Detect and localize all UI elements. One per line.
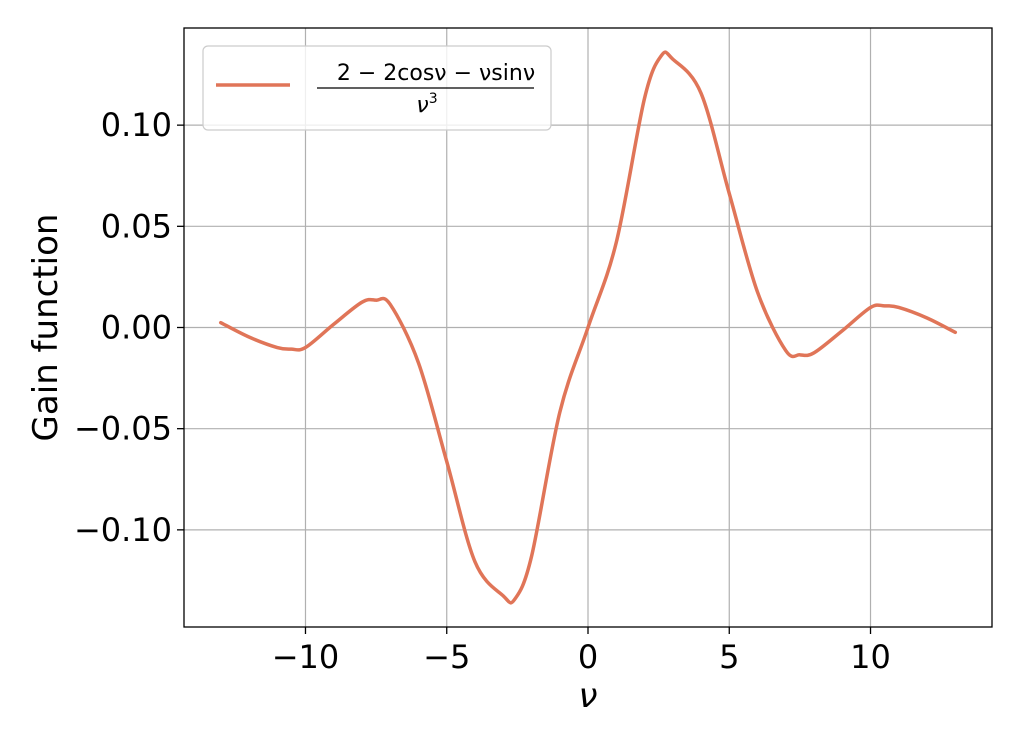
legend-numerator: 2 − 2cosν − νsinν [337,61,535,86]
series-layer [218,50,958,605]
y-tick-label: 0.00 [101,309,172,347]
y-tick-label: −0.05 [74,410,172,448]
y-tick-label: 0.10 [101,106,172,144]
y-tick-label: −0.10 [74,511,172,549]
y-axis-label: Gain function [26,214,66,442]
legend: 2 − 2cosν − νsinν ν3 [202,45,552,131]
x-tick-label: 10 [850,638,891,676]
x-tick-label: −5 [423,638,470,676]
y-tick-label: 0.05 [101,207,172,245]
x-tick-label: 5 [719,638,739,676]
x-tick-label: 0 [578,638,598,676]
legend-denominator: ν3 [416,91,437,118]
x-tick-label: −10 [272,638,340,676]
axis-ticks: −10 −5 0 5 10 −0.10 −0.05 0.00 0.05 0.10 [74,106,891,676]
x-axis-label: ν [579,676,598,716]
series-line [218,50,958,605]
